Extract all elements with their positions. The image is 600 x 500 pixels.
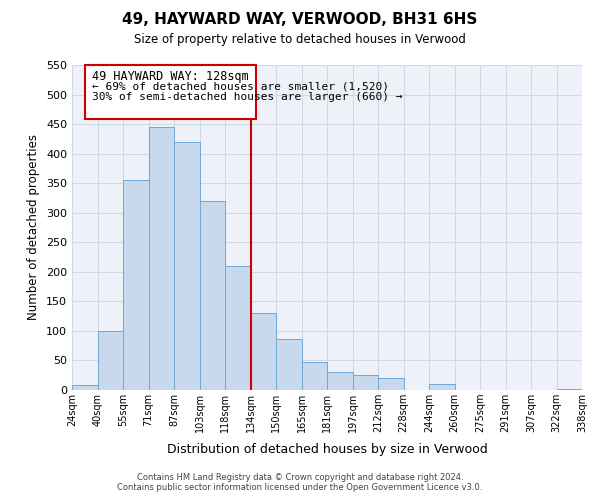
Bar xyxy=(429,384,455,390)
Bar xyxy=(174,142,199,390)
Bar xyxy=(302,362,327,390)
Bar xyxy=(199,201,225,390)
Text: Contains HM Land Registry data © Crown copyright and database right 2024.
Contai: Contains HM Land Registry data © Crown c… xyxy=(118,473,482,492)
Bar xyxy=(353,375,378,390)
Y-axis label: Number of detached properties: Number of detached properties xyxy=(28,134,40,320)
Bar xyxy=(72,386,97,390)
Text: ← 69% of detached houses are smaller (1,520): ← 69% of detached houses are smaller (1,… xyxy=(92,82,389,92)
Text: Size of property relative to detached houses in Verwood: Size of property relative to detached ho… xyxy=(134,32,466,46)
Bar xyxy=(123,180,149,390)
Bar xyxy=(251,313,276,390)
Bar xyxy=(276,338,302,390)
Bar xyxy=(149,127,174,390)
FancyBboxPatch shape xyxy=(85,65,256,120)
Bar xyxy=(557,389,582,390)
Bar xyxy=(225,266,251,390)
Bar xyxy=(327,372,353,390)
Text: 49, HAYWARD WAY, VERWOOD, BH31 6HS: 49, HAYWARD WAY, VERWOOD, BH31 6HS xyxy=(122,12,478,28)
Text: 49 HAYWARD WAY: 128sqm: 49 HAYWARD WAY: 128sqm xyxy=(92,70,248,82)
Bar xyxy=(97,331,123,390)
X-axis label: Distribution of detached houses by size in Verwood: Distribution of detached houses by size … xyxy=(167,444,487,456)
Text: 30% of semi-detached houses are larger (660) →: 30% of semi-detached houses are larger (… xyxy=(92,92,403,102)
Bar xyxy=(378,378,404,390)
